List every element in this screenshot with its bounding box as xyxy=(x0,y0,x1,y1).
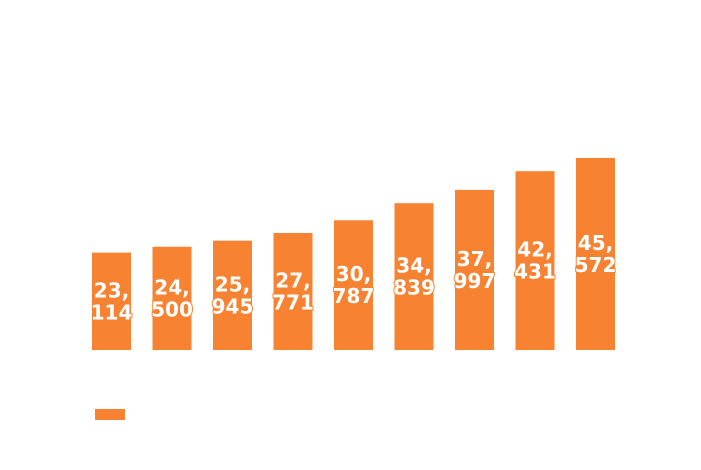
bar xyxy=(92,252,131,350)
bar xyxy=(213,240,252,350)
bar xyxy=(455,189,494,350)
value-label: 45, 572 xyxy=(575,231,617,277)
value-label: 23, 114 xyxy=(91,278,133,324)
value-label: 24, 500 xyxy=(151,275,193,321)
bar xyxy=(334,220,373,350)
bar xyxy=(515,171,555,350)
value-label: 30, 787 xyxy=(333,262,375,308)
value-label: 25, 945 xyxy=(212,272,254,318)
value-label: 34, 839 xyxy=(393,254,435,300)
value-label: 37, 997 xyxy=(454,247,496,293)
value-label: 42, 431 xyxy=(514,238,556,284)
legend-swatch xyxy=(95,409,125,420)
bar xyxy=(394,203,434,350)
value-label: 27, 771 xyxy=(272,268,314,314)
bar xyxy=(576,157,615,350)
bar xyxy=(152,246,192,350)
bar xyxy=(273,232,313,350)
